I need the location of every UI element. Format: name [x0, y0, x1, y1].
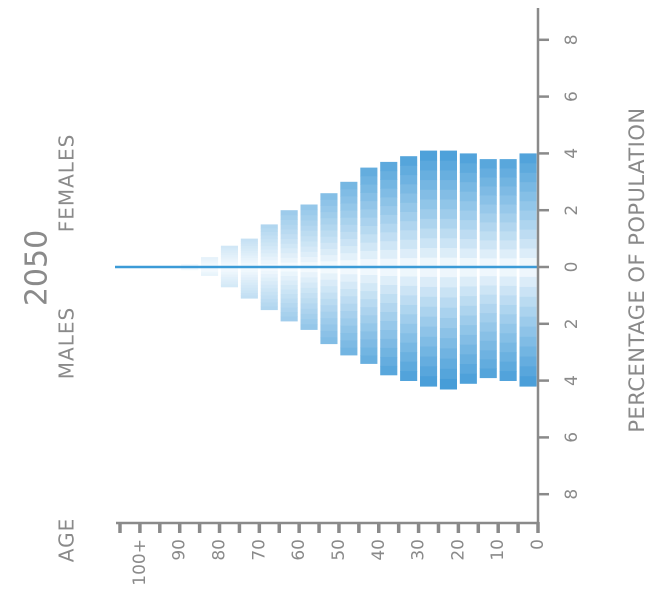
female-bar-55-59	[300, 204, 318, 268]
age-tick-label: 10	[488, 539, 508, 561]
percentage-tick-label: 2	[562, 205, 582, 216]
percentage-tick-label: 6	[562, 432, 582, 443]
percentage-tick-label: 6	[562, 91, 582, 102]
age-axis-title: AGE	[55, 518, 79, 562]
male-bar-15-19	[459, 267, 477, 384]
male-bar-55-59	[300, 267, 318, 330]
female-bar-45-49	[340, 181, 358, 268]
female-bar-15-19	[459, 153, 477, 268]
male-bar-20-24	[439, 267, 457, 390]
percentage-axis-title: PERCENTAGE OF POPULATION	[625, 107, 649, 432]
age-tick-label: 80	[210, 539, 230, 561]
female-bar-10-14	[479, 159, 497, 268]
age-tick-label: 50	[329, 539, 349, 561]
year-title: 2050	[20, 230, 55, 306]
female-bar-30-34	[400, 156, 418, 268]
age-tick-label: 20	[448, 539, 468, 561]
age-tick-label: 60	[289, 539, 309, 561]
percentage-tick-label: 4	[562, 148, 582, 159]
percentage-tick-label: 8	[562, 489, 582, 500]
male-bar-45-49	[340, 267, 358, 356]
male-bar-35-39	[380, 267, 398, 376]
male-bar-75-79	[220, 267, 238, 288]
female-bar-25-29	[420, 150, 438, 268]
male-bar-70-74	[240, 267, 258, 299]
age-tick-label: 30	[409, 539, 429, 561]
percentage-tick-label: 2	[562, 318, 582, 329]
female-bar-75-79	[220, 245, 238, 268]
male-bar-5-9	[499, 267, 517, 381]
percentage-tick-label: 4	[562, 375, 582, 386]
percentage-tick-label: 8	[562, 34, 582, 45]
age-tick-label: 70	[249, 539, 269, 561]
age-tick-label: 40	[369, 539, 389, 561]
age-tick-label: 0	[528, 539, 548, 550]
age-tick-label: 90	[170, 539, 190, 561]
male-bar-30-34	[400, 267, 418, 381]
male-bar-60-64	[280, 267, 298, 322]
female-bar-20-24	[439, 150, 457, 268]
male-bar-65-69	[260, 267, 278, 311]
percentage-axis-ticks: 8 6 4 2 0 2 4 6 8	[538, 34, 582, 500]
age-axis-ticks: 0 10 20 30 40 50 60 70 80 90 100+	[118, 522, 548, 586]
male-bar-50-54	[320, 267, 338, 345]
female-bar-60-64	[280, 210, 298, 268]
male-bar-80-84	[201, 267, 219, 276]
females-label: FEMALES	[55, 134, 79, 233]
percentage-tick-label: 0	[562, 262, 582, 273]
female-bar-40-44	[360, 167, 378, 268]
bars-group	[161, 150, 537, 390]
female-bar-5-9	[499, 159, 517, 268]
female-bar-0-4	[519, 153, 537, 268]
female-bar-35-39	[380, 161, 398, 268]
male-bar-10-14	[479, 267, 497, 379]
age-tick-label: 100+	[130, 539, 150, 586]
male-bar-40-44	[360, 267, 378, 364]
males-label: MALES	[55, 307, 79, 379]
female-bar-70-74	[240, 238, 258, 268]
male-bar-25-29	[420, 267, 438, 387]
male-bar-0-4	[519, 267, 537, 387]
female-bar-50-54	[320, 193, 338, 268]
female-bar-65-69	[260, 224, 278, 268]
